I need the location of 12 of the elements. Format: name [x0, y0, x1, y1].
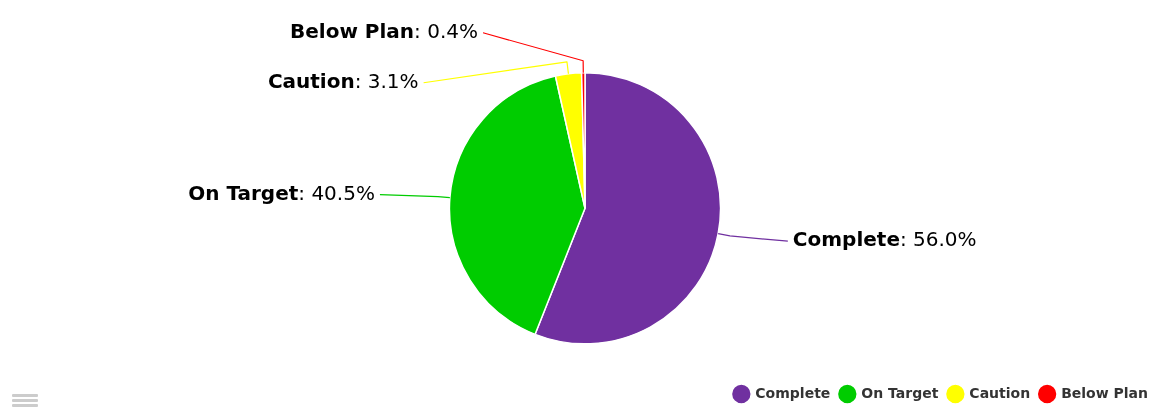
- slice-label: Caution: [267, 68, 355, 93]
- slice-label: Complete: [792, 227, 900, 252]
- slice-label: On Target: [188, 180, 299, 205]
- legend-label: Complete: [755, 384, 831, 401]
- legend-label: On Target: [861, 384, 939, 401]
- data-label: : 56.0%: [899, 227, 977, 252]
- legend-label: Below Plan: [1061, 384, 1149, 401]
- data-label: : 0.4%: [414, 18, 479, 43]
- data-label: : 40.5%: [298, 180, 375, 205]
- slice-label: Below Plan: [290, 18, 415, 43]
- legend-label: Caution: [969, 384, 1031, 401]
- data-label: : 3.1%: [354, 68, 419, 93]
